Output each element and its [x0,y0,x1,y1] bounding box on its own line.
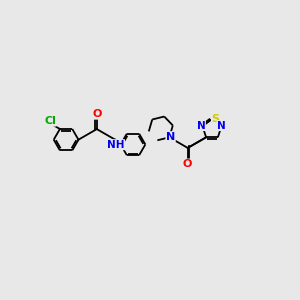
Text: N: N [166,132,175,142]
Text: O: O [92,109,101,119]
Text: S: S [212,114,220,124]
Text: N: N [217,121,226,130]
Text: O: O [183,159,192,169]
Text: Cl: Cl [44,116,56,126]
Text: NH: NH [107,140,124,150]
Text: N: N [196,121,206,130]
